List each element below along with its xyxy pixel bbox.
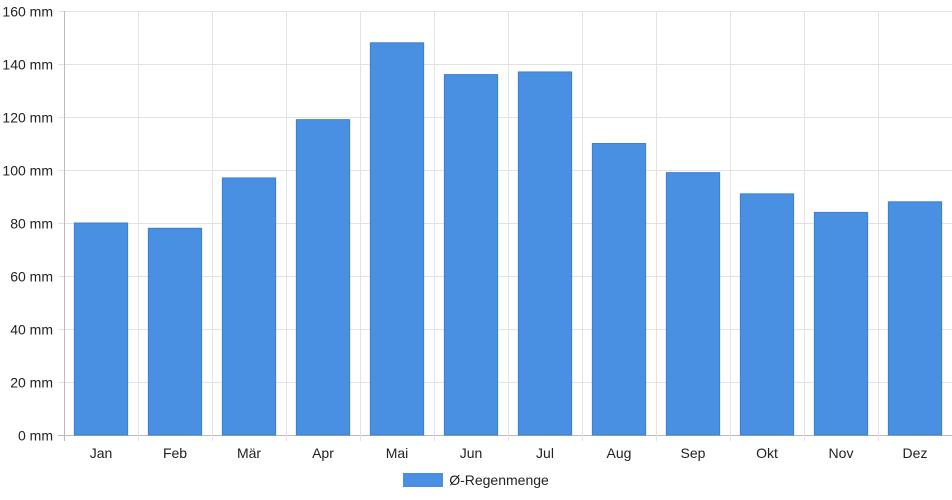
bar-aug [591,143,647,436]
bar-mär [221,177,277,436]
x-tick-label: Mär [237,445,261,461]
x-tick-label: Jul [536,445,554,461]
bar-jul [517,71,573,436]
y-tick-label: 100 mm [2,163,53,179]
x-tick-label: Dez [903,445,928,461]
bar-jun [443,74,499,436]
y-tick-label: 80 mm [10,216,53,232]
bar-dez [887,201,943,436]
x-tick-label: Mai [386,445,409,461]
x-tick-label: Feb [163,445,187,461]
bar-jan [73,222,129,436]
legend-swatch [403,473,444,487]
bar-mai [369,42,425,436]
y-tick-label: 140 mm [2,57,53,73]
y-tick-label: 160 mm [2,4,53,20]
bar-apr [295,119,351,436]
y-tick-label: 120 mm [2,110,53,126]
legend-label: Ø-Regenmenge [449,472,549,488]
y-tick-label: 20 mm [10,375,53,391]
x-tick-label: Okt [756,445,778,461]
x-tick-label: Apr [312,445,334,461]
bar-nov [813,211,869,436]
x-tick-label: Jan [90,445,113,461]
chart-svg: 0 mm 20 mm 40 mm 60 mm 80 mm 100 mm 120 mm 140 … [2,4,952,461]
y-tick-label: 60 mm [10,269,53,285]
x-tick-label: Aug [607,445,632,461]
y-tick-label: 0 mm [18,428,53,444]
x-tick-label: Sep [681,445,706,461]
legend[interactable]: Ø-Regenmenge [0,472,952,488]
x-tick-label: Nov [829,445,854,461]
bar-okt [739,193,795,436]
bar-sep [665,172,721,436]
y-tick-label: 40 mm [10,322,53,338]
x-tick-label: Jun [460,445,483,461]
bar-feb [147,227,203,436]
